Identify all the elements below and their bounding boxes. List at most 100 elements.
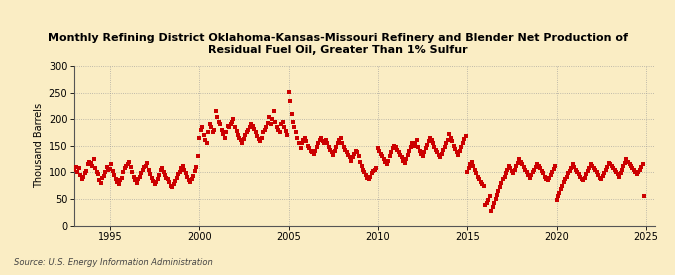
Point — [182, 174, 192, 179]
Point — [506, 169, 517, 174]
Point — [139, 165, 150, 169]
Point — [557, 183, 568, 188]
Point — [431, 148, 441, 152]
Point — [281, 133, 292, 137]
Point — [569, 165, 580, 169]
Point — [252, 134, 263, 138]
Point — [279, 125, 290, 129]
Point — [202, 130, 213, 135]
Point — [152, 177, 163, 181]
Point — [545, 173, 556, 177]
Point — [216, 128, 227, 132]
Point — [285, 98, 296, 103]
Point — [578, 178, 589, 183]
Point — [460, 134, 471, 138]
Point — [232, 133, 243, 137]
Point — [122, 162, 133, 167]
Point — [452, 150, 462, 154]
Point — [425, 136, 435, 140]
Point — [91, 170, 102, 175]
Point — [207, 130, 218, 135]
Point — [392, 148, 403, 152]
Point — [180, 171, 191, 176]
Point — [294, 141, 304, 145]
Point — [250, 130, 261, 135]
Point — [242, 130, 252, 135]
Point — [554, 190, 565, 195]
Point — [136, 171, 146, 176]
Point — [248, 123, 259, 128]
Point — [335, 136, 346, 140]
Point — [346, 158, 356, 163]
Point — [230, 125, 240, 129]
Point — [485, 208, 496, 213]
Point — [209, 128, 219, 132]
Point — [446, 136, 456, 140]
Point — [576, 177, 587, 181]
Point — [286, 112, 297, 116]
Point — [634, 167, 645, 172]
Point — [614, 174, 624, 179]
Point — [331, 145, 342, 149]
Point — [161, 175, 172, 180]
Point — [633, 170, 644, 175]
Point — [175, 170, 186, 175]
Point — [433, 153, 444, 158]
Point — [92, 172, 103, 177]
Point — [298, 138, 309, 143]
Point — [491, 192, 502, 197]
Point — [316, 136, 327, 140]
Point — [499, 174, 510, 179]
Y-axis label: Thousand Barrels: Thousand Barrels — [34, 103, 45, 188]
Point — [317, 139, 328, 144]
Point — [306, 149, 317, 153]
Point — [380, 160, 391, 164]
Point — [111, 177, 122, 181]
Point — [322, 141, 333, 145]
Point — [418, 150, 429, 154]
Point — [454, 149, 465, 153]
Point — [76, 177, 87, 181]
Point — [622, 160, 633, 164]
Point — [350, 149, 361, 153]
Point — [206, 125, 217, 129]
Point — [261, 125, 271, 129]
Point — [417, 154, 428, 159]
Point — [368, 169, 379, 174]
Point — [526, 173, 537, 177]
Point — [144, 172, 155, 177]
Point — [194, 136, 205, 140]
Point — [632, 172, 643, 177]
Point — [265, 122, 276, 127]
Point — [231, 129, 242, 133]
Point — [292, 136, 303, 140]
Point — [435, 155, 446, 160]
Point — [524, 175, 535, 180]
Point — [112, 180, 123, 184]
Point — [347, 155, 358, 160]
Point — [101, 165, 112, 169]
Point — [402, 153, 413, 158]
Point — [296, 141, 307, 145]
Point — [319, 141, 329, 145]
Point — [480, 203, 491, 208]
Point — [158, 170, 169, 175]
Point — [636, 165, 647, 169]
Point — [572, 170, 583, 175]
Point — [94, 178, 105, 183]
Point — [443, 138, 454, 143]
Point — [508, 171, 519, 176]
Point — [81, 169, 92, 173]
Point — [362, 175, 373, 180]
Point — [472, 174, 483, 179]
Point — [332, 141, 343, 145]
Point — [375, 152, 386, 156]
Point — [523, 173, 534, 177]
Point — [533, 164, 544, 168]
Point — [411, 138, 422, 143]
Point — [535, 166, 545, 170]
Point — [379, 157, 389, 161]
Point — [313, 141, 324, 145]
Point — [190, 169, 200, 174]
Point — [117, 175, 128, 180]
